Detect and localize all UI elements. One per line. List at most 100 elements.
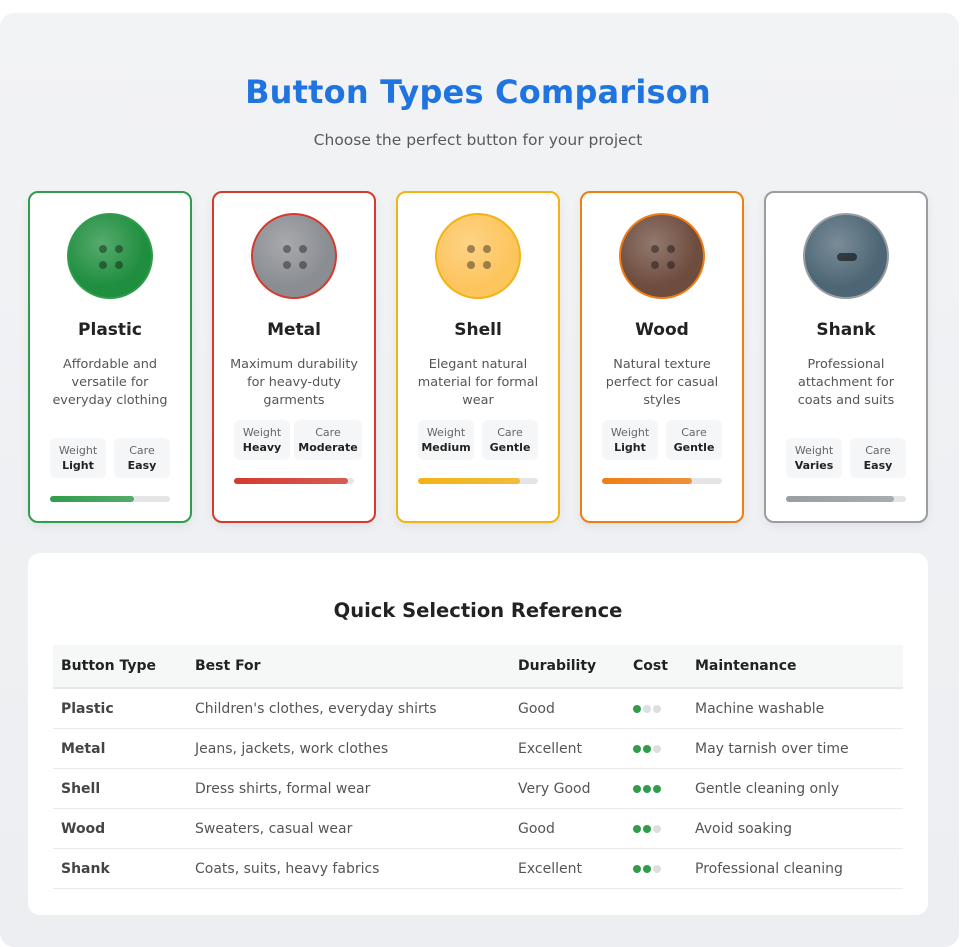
weight-label: Weight	[58, 444, 98, 457]
column-header-durability: Durability	[518, 658, 597, 674]
table-row: Metal Jeans, jackets, work clothes Excelle…	[53, 729, 903, 769]
card-description: Elegant natural material for formal wear	[417, 357, 539, 408]
cost-dot	[633, 865, 641, 873]
button-hole	[299, 261, 307, 269]
cost-dot	[653, 785, 661, 793]
weight-label: Weight	[610, 426, 650, 439]
button-illustration-icon	[251, 213, 337, 299]
card-description: Affordable and versatile for everyday cl…	[52, 357, 168, 408]
care-label: Care	[129, 444, 155, 457]
button-hole	[99, 261, 107, 269]
card-name: Shank	[816, 320, 876, 340]
rating-bar-fill	[418, 478, 520, 484]
weight-badge: Weight Light	[50, 438, 106, 478]
button-hole	[667, 261, 675, 269]
reference-panel: Quick Selection Reference Button Type Be…	[28, 553, 928, 915]
cell-cost-rating	[633, 745, 663, 754]
cell-best-for: Sweaters, casual wear	[195, 821, 353, 837]
button-hole	[99, 245, 107, 253]
reference-table: Button Type Best For Durability Cost Mai…	[53, 645, 903, 889]
card-plastic[interactable]: Plastic Affordable and versatile for ever…	[28, 191, 192, 523]
button-hole	[651, 261, 659, 269]
button-hole	[667, 245, 675, 253]
column-header-button-type: Button Type	[61, 658, 157, 674]
cell-durability: Good	[518, 701, 555, 717]
cell-button-type: Shank	[61, 861, 110, 877]
cell-best-for: Dress shirts, formal wear	[195, 781, 371, 797]
card-shank[interactable]: Shank Professional attachment for coats a…	[764, 191, 928, 523]
card-name: Wood	[635, 320, 689, 340]
care-badge: Care Easy	[114, 438, 170, 478]
cell-durability: Excellent	[518, 861, 582, 877]
cell-cost-rating	[633, 865, 663, 874]
cost-dot	[633, 785, 641, 793]
button-illustration-icon	[67, 213, 153, 299]
cell-best-for: Coats, suits, heavy fabrics	[195, 861, 380, 877]
cell-durability: Excellent	[518, 741, 582, 757]
button-hole	[467, 261, 475, 269]
card-shell[interactable]: Shell Elegant natural material for formal…	[396, 191, 560, 523]
cell-button-type: Metal	[61, 741, 106, 757]
care-value: Easy	[863, 459, 893, 472]
cost-dot	[633, 825, 641, 833]
cell-maintenance: Gentle cleaning only	[695, 781, 840, 797]
button-illustration-icon	[619, 213, 705, 299]
weight-value: Varies	[794, 459, 834, 472]
cell-durability: Very Good	[518, 781, 591, 797]
care-value: Easy	[127, 459, 157, 472]
cell-maintenance: Machine washable	[695, 701, 825, 717]
cell-maintenance: Avoid soaking	[695, 821, 793, 837]
table-row: Shell Dress shirts, formal wear Very Good G…	[53, 769, 903, 809]
button-hole	[115, 245, 123, 253]
card-metal[interactable]: Metal Maximum durability for heavy-duty g…	[212, 191, 376, 523]
cell-maintenance: Professional cleaning	[695, 861, 843, 877]
table-header: Button Type Best For Durability Cost Mai…	[53, 645, 903, 689]
cost-dot	[633, 705, 641, 713]
page-title: Button Types Comparison	[245, 73, 711, 111]
page-subtitle: Choose the perfect button for your proje…	[313, 131, 643, 149]
shank-loop	[837, 253, 857, 261]
weight-badge: Weight Light	[602, 420, 658, 460]
cell-button-type: Wood	[61, 821, 106, 837]
care-value: Gentle	[489, 441, 531, 454]
table-row: Shank Coats, suits, heavy fabrics Excellen…	[53, 849, 903, 889]
care-badge: Care Gentle	[482, 420, 538, 460]
card-description: Professional attachment for coats and su…	[797, 357, 895, 408]
cell-cost-rating	[633, 785, 663, 794]
column-header-best-for: Best For	[195, 658, 261, 674]
weight-label: Weight	[794, 444, 834, 457]
column-header-maintenance: Maintenance	[695, 658, 797, 674]
weight-badge: Weight Medium	[418, 420, 474, 460]
care-badge: Care Moderate	[294, 420, 362, 460]
button-hole	[651, 245, 659, 253]
care-value: Moderate	[298, 441, 358, 454]
care-label: Care	[681, 426, 707, 439]
weight-label: Weight	[426, 426, 466, 439]
cell-button-type: Plastic	[61, 701, 114, 717]
button-hole	[283, 261, 291, 269]
weight-badge: Weight Varies	[786, 438, 842, 478]
rating-bar-fill	[786, 496, 894, 502]
card-name: Metal	[267, 320, 321, 340]
card-name: Shell	[454, 320, 502, 340]
button-illustration-icon	[435, 213, 521, 299]
button-hole	[115, 261, 123, 269]
cost-dot	[653, 745, 661, 753]
button-hole	[467, 245, 475, 253]
cell-cost-rating	[633, 825, 663, 834]
cell-best-for: Jeans, jackets, work clothes	[195, 741, 389, 757]
rating-bar-fill	[50, 496, 134, 502]
table-body: Plastic Children's clothes, everyday shir…	[53, 689, 903, 889]
cost-dot	[643, 745, 651, 753]
card-wood[interactable]: Wood Natural texture perfect for casual s…	[580, 191, 744, 523]
cell-durability: Good	[518, 821, 555, 837]
cell-best-for: Children's clothes, everyday shirts	[195, 701, 437, 717]
rating-bar-fill	[602, 478, 692, 484]
care-badge: Care Easy	[850, 438, 906, 478]
care-badge: Care Gentle	[666, 420, 722, 460]
column-header-cost: Cost	[633, 658, 668, 674]
care-label: Care	[497, 426, 523, 439]
rating-bar	[786, 496, 906, 502]
rating-bar	[602, 478, 722, 484]
table-row: Plastic Children's clothes, everyday shir…	[53, 689, 903, 729]
